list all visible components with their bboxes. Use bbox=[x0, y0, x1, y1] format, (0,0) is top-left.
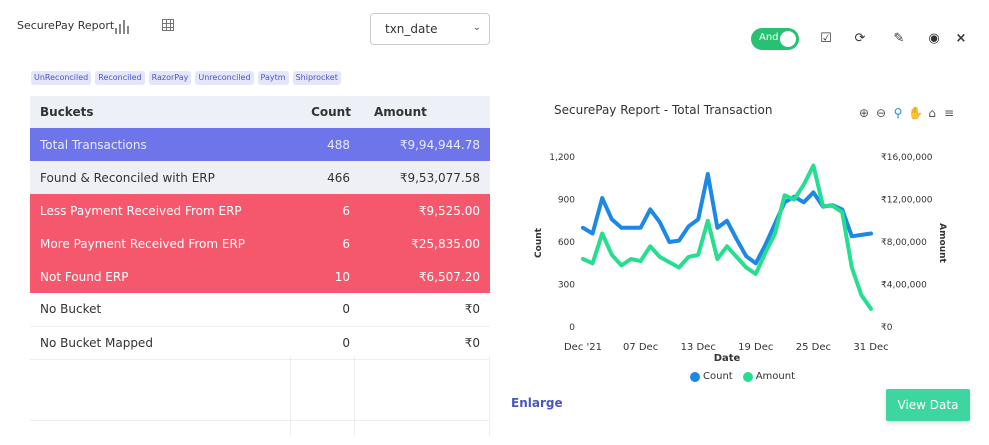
chip-unreconciled-2[interactable]: Unreconciled bbox=[195, 71, 254, 85]
x-tick-label: 31 Dec bbox=[853, 342, 888, 353]
series-line-amount bbox=[581, 163, 873, 311]
x-tick-label: 25 Dec bbox=[796, 342, 831, 353]
report-title: SecurePay Report bbox=[17, 19, 115, 32]
zoom-out-icon[interactable]: ⊖ bbox=[875, 106, 887, 120]
table-divider bbox=[489, 356, 490, 436]
bucket-name: Total Transactions bbox=[30, 128, 298, 161]
y-axis-label-left: Count bbox=[534, 227, 544, 258]
legend-dot bbox=[690, 371, 700, 382]
bucket-amount: ₹9,53,077.58 bbox=[364, 161, 490, 194]
bucket-amount: ₹25,835.00 bbox=[364, 227, 490, 260]
menu-icon[interactable]: ≡ bbox=[943, 106, 955, 120]
chevron-down-icon: ⌄ bbox=[472, 22, 481, 33]
toggle-label: And bbox=[759, 32, 779, 43]
legend-item-amount[interactable]: Amount bbox=[742, 371, 795, 382]
y-right-tick-label: ₹8,00,000 bbox=[881, 238, 927, 248]
bucket-name: Not Found ERP bbox=[30, 260, 298, 293]
header-buckets: Buckets bbox=[30, 96, 298, 128]
eye-icon[interactable]: ◉ bbox=[928, 31, 940, 46]
table-row[interactable]: No Bucket 0 ₹0 bbox=[30, 293, 490, 327]
toggle-knob bbox=[780, 31, 796, 47]
series-line-count bbox=[581, 172, 873, 266]
table-row[interactable]: More Payment Received From ERP 6 ₹25,835… bbox=[30, 227, 490, 260]
y-right-tick-label: ₹16,00,000 bbox=[881, 153, 933, 163]
bucket-name: Less Payment Received From ERP bbox=[30, 194, 298, 227]
zoom-in-icon[interactable]: ⊕ bbox=[858, 106, 870, 120]
legend-item-count[interactable]: Count bbox=[690, 371, 733, 382]
table-header-row: Buckets Count Amount bbox=[30, 96, 490, 128]
y-left-tick-label: 300 bbox=[558, 281, 575, 291]
y-left-tick-label: 600 bbox=[558, 238, 575, 248]
table-row[interactable]: No Bucket Mapped 0 ₹0 bbox=[30, 326, 490, 360]
bucket-count: 10 bbox=[298, 260, 364, 293]
table-row[interactable]: Total Transactions 488 ₹9,94,944.78 bbox=[30, 128, 490, 161]
table-row[interactable]: Less Payment Received From ERP 6 ₹9,525.… bbox=[30, 194, 490, 227]
enlarge-link[interactable]: Enlarge bbox=[511, 396, 563, 410]
x-tick-label: 07 Dec bbox=[623, 342, 658, 353]
y-left-tick-label: 1,200 bbox=[549, 153, 575, 163]
table-row[interactable]: Not Found ERP 10 ₹6,507.20 bbox=[30, 260, 490, 293]
hand-pan-icon[interactable]: ✋ bbox=[908, 106, 923, 120]
table-divider bbox=[354, 356, 355, 436]
chip-unreconciled[interactable]: UnReconciled bbox=[31, 71, 92, 85]
bucket-count: 0 bbox=[298, 293, 364, 327]
x-tick-label: 19 Dec bbox=[738, 342, 773, 353]
close-icon[interactable]: × bbox=[955, 31, 967, 46]
legend-dot bbox=[742, 371, 753, 382]
table-row[interactable]: Found & Reconciled with ERP 466 ₹9,53,07… bbox=[30, 161, 490, 194]
y-right-tick-label: ₹12,00,000 bbox=[881, 196, 933, 206]
x-tick-label: Dec '21 bbox=[564, 342, 602, 353]
home-icon[interactable]: ⌂ bbox=[928, 106, 936, 120]
chart-toolbar: ⊕ ⊖ ⚲ ✋ ⌂ ≡ bbox=[857, 106, 956, 120]
magnify-icon[interactable]: ⚲ bbox=[893, 106, 903, 120]
bucket-amount: ₹0 bbox=[364, 293, 490, 327]
chip-paytm[interactable]: Paytm bbox=[257, 71, 289, 85]
y-right-tick-label: ₹0 bbox=[881, 323, 893, 333]
buckets-table: Buckets Count Amount Total Transactions … bbox=[30, 96, 490, 360]
bucket-amount: ₹9,94,944.78 bbox=[364, 128, 490, 161]
bucket-amount: ₹0 bbox=[364, 326, 490, 360]
chart-title: SecurePay Report - Total Transaction bbox=[554, 103, 773, 117]
legend-label: Amount bbox=[755, 371, 795, 382]
chip-shiprocket[interactable]: Shiprocket bbox=[292, 71, 341, 85]
and-or-toggle[interactable]: And bbox=[751, 28, 799, 50]
bucket-name: More Payment Received From ERP bbox=[30, 227, 298, 260]
chip-reconciled[interactable]: Reconciled bbox=[95, 71, 145, 85]
x-tick-label: 13 Dec bbox=[681, 342, 716, 353]
bucket-count: 6 bbox=[298, 227, 364, 260]
bucket-count: 466 bbox=[298, 161, 364, 194]
bucket-count: 6 bbox=[298, 194, 364, 227]
transaction-chart: Date Count Amount 0 300 600 900 1,200 ₹0 ₹4,00… bbox=[534, 153, 947, 364]
view-data-button[interactable]: View Data bbox=[886, 389, 970, 421]
bucket-count: 0 bbox=[298, 326, 364, 360]
grid-icon[interactable] bbox=[162, 19, 174, 31]
filter-chips: UnReconciled Reconciled RazorPay Unrecon… bbox=[31, 71, 341, 85]
bucket-count: 488 bbox=[298, 128, 364, 161]
header-count: Count bbox=[298, 96, 364, 128]
y-left-tick-label: 900 bbox=[558, 196, 575, 206]
table-divider bbox=[30, 420, 490, 421]
y-axis-label-right: Amount bbox=[937, 223, 947, 263]
check-square-icon[interactable]: ☑ bbox=[820, 31, 832, 46]
y-right-tick-label: ₹4,00,000 bbox=[881, 281, 927, 291]
select-value: txn_date bbox=[385, 22, 438, 36]
chip-razorpay[interactable]: RazorPay bbox=[148, 71, 192, 85]
bucket-name: Found & Reconciled with ERP bbox=[30, 161, 298, 194]
bucket-name: No Bucket Mapped bbox=[30, 326, 298, 360]
header-amount: Amount bbox=[364, 96, 490, 128]
bar-chart-icon[interactable] bbox=[115, 18, 129, 34]
refresh-icon[interactable]: ⟳ bbox=[854, 31, 866, 46]
legend-label: Count bbox=[703, 371, 733, 382]
chart-legend: Count Amount bbox=[690, 371, 795, 382]
top-bar: SecurePay Report txn_date ⌄ And ☑ ⟳ ✎ ◉ … bbox=[0, 0, 989, 60]
x-axis-label: Date bbox=[714, 353, 741, 364]
bucket-name: No Bucket bbox=[30, 293, 298, 327]
bucket-amount: ₹9,525.00 bbox=[364, 194, 490, 227]
pencil-icon[interactable]: ✎ bbox=[893, 31, 905, 46]
date-field-select[interactable]: txn_date ⌄ bbox=[370, 13, 490, 45]
table-divider bbox=[290, 356, 291, 436]
bucket-amount: ₹6,507.20 bbox=[364, 260, 490, 293]
y-left-tick-label: 0 bbox=[569, 323, 575, 333]
